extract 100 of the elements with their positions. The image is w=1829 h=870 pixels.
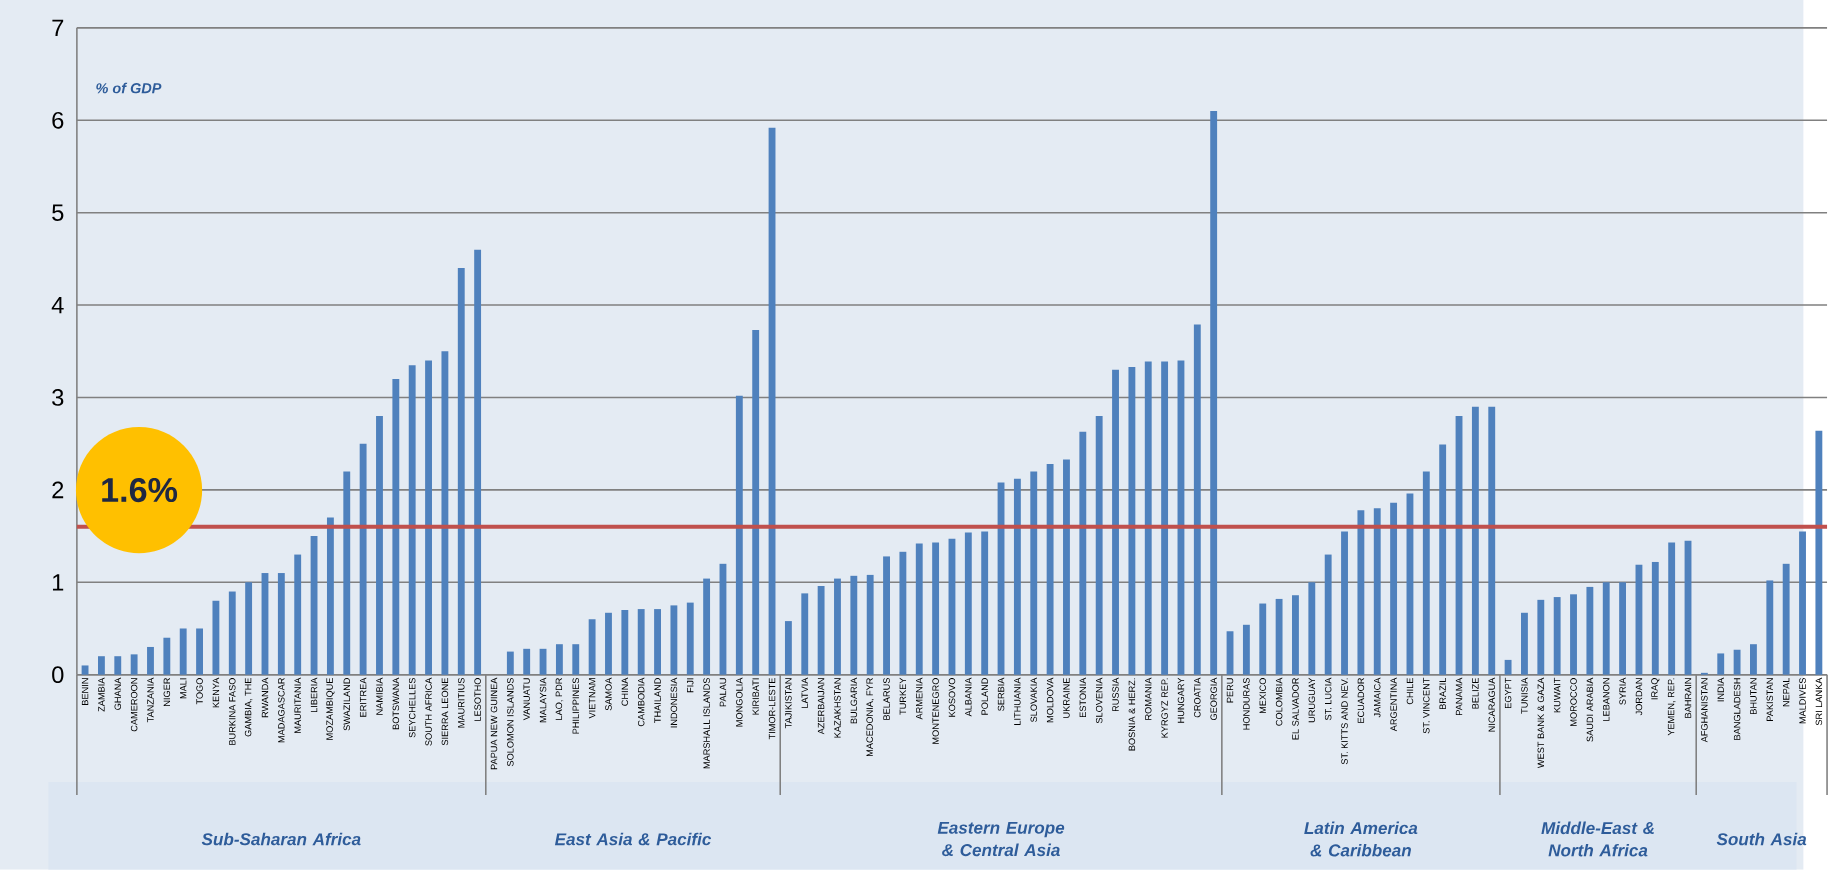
bar bbox=[1030, 471, 1038, 675]
bar bbox=[605, 612, 612, 675]
bar bbox=[1422, 471, 1430, 675]
bar bbox=[245, 582, 253, 675]
x-tick-label: NEPAL bbox=[1783, 678, 1790, 707]
x-tick-label: TURKEY bbox=[899, 677, 907, 715]
bar bbox=[981, 531, 989, 675]
bar bbox=[834, 578, 841, 675]
bar bbox=[703, 578, 711, 675]
ref-line-label: 1.6% bbox=[102, 478, 178, 503]
bar bbox=[1651, 562, 1659, 675]
x-tick-label: BELARUS bbox=[883, 678, 890, 720]
x-tick-label: PAKISTAN bbox=[1766, 678, 1774, 722]
x-tick-label: BOSNIA & HERZ. bbox=[1128, 678, 1136, 751]
bar bbox=[1144, 361, 1152, 675]
x-tick-label: JAMAICA bbox=[1374, 677, 1381, 718]
x-tick-label: MARSHALL ISLANDS bbox=[703, 678, 710, 769]
bar bbox=[1373, 508, 1381, 675]
bar bbox=[1619, 582, 1627, 675]
bar bbox=[376, 416, 383, 675]
bar bbox=[850, 575, 858, 675]
x-tick-label: UKRAINE bbox=[1063, 678, 1070, 718]
y-tick-label: 0 bbox=[52, 666, 64, 684]
x-tick-label: KIRIBATI bbox=[752, 678, 759, 715]
bar bbox=[1095, 416, 1103, 675]
bar bbox=[294, 554, 302, 675]
x-tick-label: BENIN bbox=[81, 678, 89, 706]
text: East Asia & Pacific bbox=[554, 832, 712, 846]
bar bbox=[801, 593, 809, 675]
x-tick-label: NIGER bbox=[163, 678, 171, 707]
bar bbox=[735, 395, 743, 675]
bar bbox=[392, 379, 400, 675]
x-tick-label: BANGLADESH bbox=[1733, 678, 1741, 740]
x-tick-label: URUGUAY bbox=[1308, 677, 1316, 723]
x-tick-label: IRAQ bbox=[1651, 678, 1660, 700]
bar bbox=[1586, 587, 1594, 675]
y-tick-label: 7 bbox=[52, 19, 64, 37]
bar bbox=[1537, 600, 1545, 675]
bar bbox=[1341, 531, 1348, 675]
bar bbox=[555, 644, 563, 675]
x-tick-label: MOLDOVA bbox=[1046, 677, 1054, 723]
x-tick-label: NAMIBIA bbox=[376, 677, 383, 715]
x-tick-label: PALAU bbox=[719, 678, 727, 707]
bar bbox=[1504, 660, 1512, 675]
x-tick-label: BELIZE bbox=[1472, 678, 1479, 709]
bar bbox=[686, 602, 694, 675]
bar bbox=[1308, 582, 1316, 675]
x-tick-label: HUNGARY bbox=[1177, 677, 1185, 723]
text: South Asia bbox=[1716, 832, 1807, 846]
x-tick-label: SRI LANKA bbox=[1815, 677, 1823, 726]
x-tick-label: ECUADOR bbox=[1357, 678, 1365, 724]
bar bbox=[1063, 459, 1070, 675]
x-tick-label: MACEDONIA, FYR bbox=[866, 678, 874, 757]
x-tick-label: ST. VINCENT bbox=[1423, 677, 1430, 734]
x-tick-label: SLOVENIA bbox=[1095, 677, 1103, 724]
x-tick-label: ZAMBIA bbox=[98, 677, 105, 712]
x-tick-label: POLAND bbox=[981, 678, 988, 715]
x-tick-label: KAZAKHSTAN bbox=[834, 678, 841, 738]
x-tick-label: SOLOMON ISLANDS bbox=[507, 678, 514, 767]
bar bbox=[97, 656, 105, 675]
text: Eastern Europe & Central Asia bbox=[937, 822, 1065, 857]
x-tick-label: KENYA bbox=[212, 677, 220, 708]
bar bbox=[572, 644, 580, 675]
bar bbox=[1815, 430, 1823, 675]
text: Latin America & Caribbean bbox=[1304, 821, 1418, 857]
bar bbox=[457, 268, 465, 675]
x-tick-label: CAMEROON bbox=[130, 678, 138, 732]
x-tick-label: PANAMA bbox=[1455, 677, 1463, 716]
x-tick-label: THAILAND bbox=[654, 678, 661, 724]
x-tick-label: CHINA bbox=[621, 677, 629, 706]
x-tick-label: LIBERIA bbox=[310, 677, 318, 713]
x-tick-label: KUWAIT bbox=[1553, 677, 1561, 713]
bar bbox=[1766, 580, 1774, 675]
x-tick-label: SWAZILAND bbox=[343, 678, 351, 731]
bar bbox=[1161, 361, 1169, 675]
bar bbox=[1782, 563, 1790, 675]
bar bbox=[883, 556, 890, 675]
bar bbox=[81, 665, 89, 675]
x-tick-label: GAMBIA, THE bbox=[244, 678, 253, 737]
bar bbox=[179, 628, 187, 675]
x-tick-label: ST. KITTS AND NEV. bbox=[1341, 678, 1348, 765]
bar bbox=[1471, 406, 1479, 675]
x-tick-label: PHILIPPINES bbox=[572, 678, 580, 734]
x-tick-label: CROATIA bbox=[1194, 677, 1201, 718]
bar bbox=[130, 654, 138, 675]
bar bbox=[1357, 510, 1365, 675]
bar bbox=[1733, 649, 1741, 675]
x-tick-label: MONTENEGRO bbox=[932, 678, 939, 744]
bar bbox=[1553, 597, 1561, 675]
x-tick-label: MADAGASCAR bbox=[278, 678, 285, 743]
x-tick-label: SOUTH AFRICA bbox=[425, 677, 432, 746]
x-tick-label: COLOMBIA bbox=[1275, 677, 1283, 726]
x-tick-label: PERU bbox=[1226, 678, 1234, 703]
bar bbox=[1046, 464, 1054, 675]
bar bbox=[1210, 111, 1218, 675]
bar bbox=[866, 575, 874, 675]
bar bbox=[277, 573, 285, 675]
bar bbox=[964, 532, 972, 675]
x-tick-label: MAURITIUS bbox=[458, 678, 465, 728]
x-tick-label: BULGARIA bbox=[850, 677, 858, 724]
